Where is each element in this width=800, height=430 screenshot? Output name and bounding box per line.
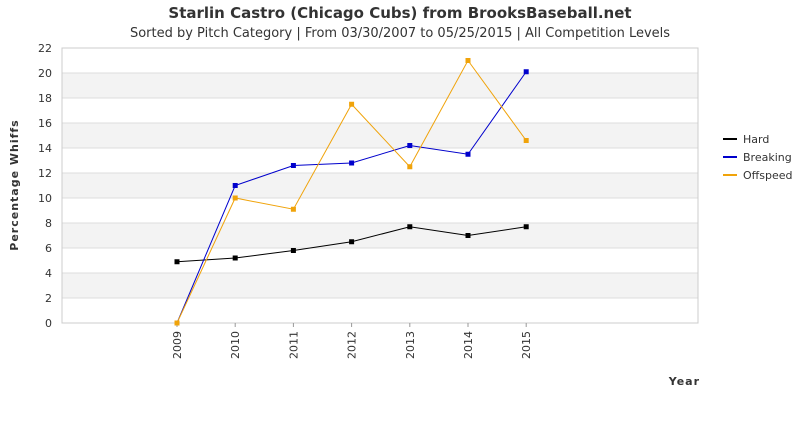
data-point-hard <box>232 255 238 261</box>
grid-band <box>62 73 698 98</box>
y-axis-ticks: 0 2 4 6 8 10 12 14 16 18 20 22 <box>38 42 52 330</box>
series-group <box>174 58 529 326</box>
data-point-hard <box>407 224 413 230</box>
data-point-breaking <box>407 143 413 148</box>
y-tick-label: 4 <box>45 267 52 280</box>
data-point-hard <box>174 259 180 265</box>
data-point-breaking <box>290 163 296 168</box>
data-point-hard <box>465 233 471 238</box>
grid-band <box>62 273 698 298</box>
data-point-offspeed <box>174 320 180 326</box>
y-tick-label: 12 <box>38 167 52 180</box>
data-point-breaking <box>465 151 471 157</box>
x-tick-label: 2009 <box>171 331 184 359</box>
grid-band <box>62 173 698 198</box>
data-point-breaking <box>232 183 238 188</box>
data-point-hard <box>523 224 529 230</box>
data-point-offspeed <box>465 58 471 63</box>
legend: Hard Breaking Offspeed <box>723 133 792 182</box>
legend-label-hard: Hard <box>743 133 769 146</box>
y-tick-label: 20 <box>38 67 52 80</box>
y-tick-label: 8 <box>45 217 52 230</box>
y-tick-label: 14 <box>38 142 52 155</box>
y-tick-label: 2 <box>45 292 52 305</box>
data-point-offspeed <box>290 206 296 212</box>
y-axis-label: Percentage Whiffs <box>8 119 21 250</box>
data-point-offspeed <box>523 138 529 143</box>
data-point-offspeed <box>232 195 238 201</box>
x-axis-ticks: 2009 2010 2011 2012 2013 2014 2015 <box>171 323 533 359</box>
grid <box>61 47 699 324</box>
data-point-offspeed <box>349 101 355 107</box>
data-point-breaking <box>349 160 355 166</box>
y-tick-label: 6 <box>45 242 52 255</box>
data-point-hard <box>290 248 296 253</box>
chart-subtitle: Sorted by Pitch Category | From 03/30/20… <box>130 26 670 41</box>
x-tick-label: 2012 <box>346 331 359 359</box>
x-axis-label: Year <box>668 375 700 388</box>
x-tick-label: 2015 <box>520 331 533 359</box>
y-tick-label: 16 <box>38 117 52 130</box>
y-tick-label: 10 <box>38 192 52 205</box>
y-tick-label: 22 <box>38 42 52 55</box>
legend-label-offspeed: Offspeed <box>743 169 792 182</box>
legend-label-breaking: Breaking <box>743 151 792 164</box>
y-tick-label: 18 <box>38 92 52 105</box>
data-point-breaking <box>523 69 529 75</box>
grid-band <box>62 223 698 248</box>
chart-title: Starlin Castro (Chicago Cubs) from Brook… <box>168 4 631 22</box>
grid-band <box>62 123 698 148</box>
data-point-offspeed <box>407 164 413 170</box>
plot-background <box>62 73 698 298</box>
x-tick-label: 2013 <box>404 331 417 359</box>
x-tick-label: 2014 <box>462 331 475 359</box>
y-tick-label: 0 <box>45 317 52 330</box>
x-tick-label: 2011 <box>287 331 300 359</box>
plot-border <box>61 47 699 324</box>
x-tick-label: 2010 <box>229 331 242 359</box>
data-point-hard <box>349 239 355 245</box>
